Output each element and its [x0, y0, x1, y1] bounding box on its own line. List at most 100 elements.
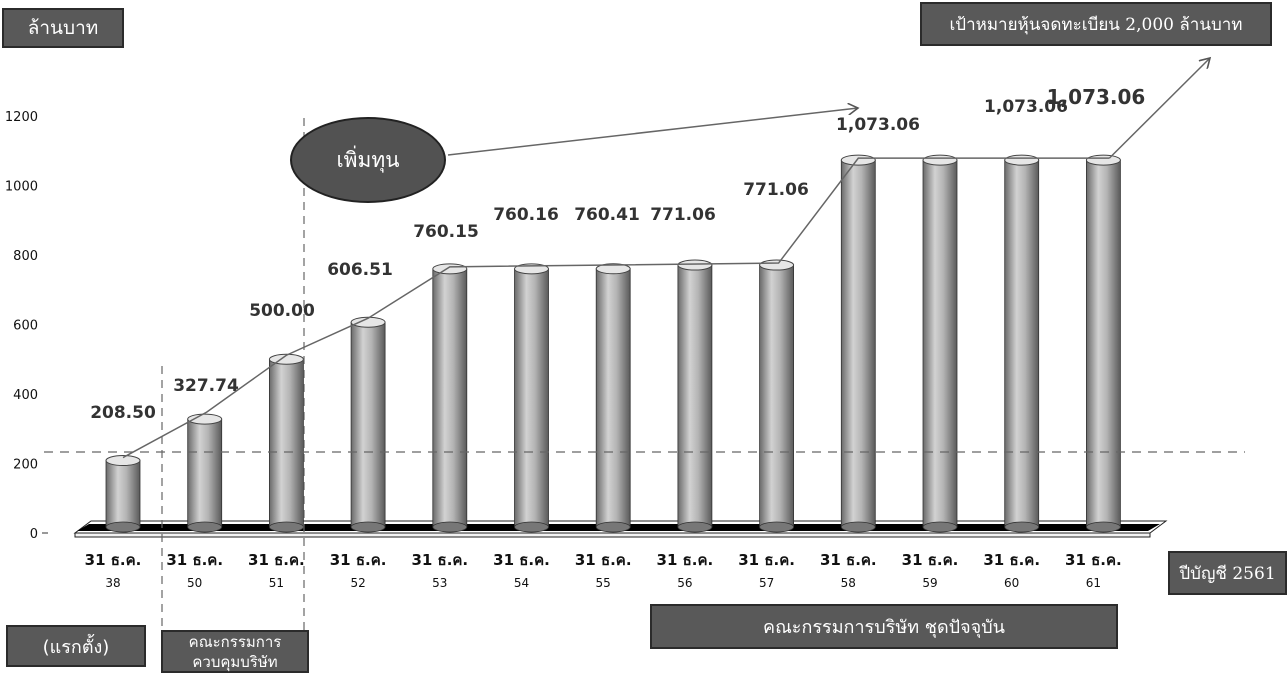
bar-cap	[922, 154, 958, 166]
data-label: 760.41	[574, 205, 640, 225]
bar	[268, 353, 304, 533]
x-tick-label-year: 59	[922, 576, 937, 590]
bar-body	[514, 268, 549, 528]
bar-body	[1086, 159, 1121, 528]
bar-body	[432, 268, 468, 528]
bar	[1004, 154, 1040, 533]
x-tick-label-year: 61	[1086, 576, 1101, 590]
x-tick-label-year: 56	[677, 576, 692, 590]
capital-trend-line	[122, 157, 1110, 459]
x-tick-label: 31 ธ.ค.	[1065, 551, 1122, 569]
bar	[840, 154, 876, 533]
bar-cap	[187, 413, 223, 425]
bar-body	[922, 159, 958, 528]
founding-label: (แรกตั้ง)	[6, 625, 146, 667]
bar-body	[677, 264, 713, 528]
bar-cap	[350, 316, 386, 328]
bar-body	[595, 268, 631, 528]
floor-front	[74, 532, 1151, 538]
bar	[187, 413, 223, 533]
data-label: 1,073.06	[836, 115, 920, 135]
x-tick-label-year: 38	[105, 576, 120, 590]
y-tick-label: 0	[30, 527, 38, 542]
bar	[922, 154, 958, 533]
y-tick-label: 200	[13, 458, 38, 473]
bar	[759, 259, 795, 533]
x-tick-label: 31 ธ.ค.	[166, 551, 223, 569]
supervisory-committee-label: คณะกรรมการ ควบคุมบริษัท	[161, 630, 309, 673]
bar-cap	[759, 259, 795, 271]
bar	[595, 263, 631, 533]
axis-layer: 0 200 400 600 800 1000 1200	[5, 110, 48, 542]
label-layer: 31 ธ.ค. 38 31 ธ.ค. 50 31 ธ.ค. 51 31 ธ.ค. 52 31 ธ…	[85, 85, 1146, 590]
data-label: 208.50	[90, 403, 156, 423]
increase-capital-oval: เพิ่มทุน	[290, 117, 446, 203]
data-label: 327.74	[173, 376, 239, 396]
x-tick-label-year: 54	[514, 576, 529, 590]
fiscal-year-label: ปีบัญชี 2561	[1168, 551, 1287, 595]
data-label: 606.51	[327, 260, 393, 280]
y-tick-label: 400	[13, 388, 38, 403]
bar-base	[350, 521, 386, 533]
x-tick-label: 31 ธ.ค.	[575, 551, 632, 569]
data-label: 771.06	[650, 205, 716, 225]
data-label: 1,073.06	[1047, 85, 1146, 109]
x-tick-label: 31 ธ.ค.	[820, 551, 877, 569]
data-label: 771.06	[743, 180, 809, 200]
increase-capital-arrow	[447, 108, 858, 156]
bar-cap	[677, 259, 713, 271]
x-tick-label-year: 51	[269, 576, 284, 590]
bar-base	[187, 521, 223, 533]
x-tick-label-year: 50	[187, 576, 202, 590]
y-tick-label: 1000	[5, 180, 38, 195]
bar-body	[840, 159, 876, 528]
bar-body	[187, 418, 223, 528]
x-tick-label-year: 58	[841, 576, 856, 590]
x-tick-label-year: 60	[1004, 576, 1019, 590]
bar-cap	[1004, 154, 1040, 166]
bar-body	[268, 358, 304, 528]
x-tick-label: 31 ธ.ค.	[411, 551, 468, 569]
x-tick-label-year: 55	[596, 576, 611, 590]
bar-base	[514, 521, 549, 533]
x-tick-label-year: 53	[432, 576, 447, 590]
y-tick-label: 600	[13, 319, 38, 334]
bar-cap	[105, 455, 141, 467]
bar-body	[1004, 159, 1040, 528]
bar-base	[595, 521, 631, 533]
bar-cap	[840, 154, 876, 166]
x-tick-label: 31 ธ.ค.	[85, 551, 142, 569]
bar-body	[759, 264, 794, 528]
bar-cap	[595, 263, 631, 275]
x-tick-label: 31 ธ.ค.	[902, 551, 959, 569]
data-label: 760.15	[413, 222, 479, 242]
bar-base	[1086, 521, 1121, 533]
y-tick-label: 1200	[5, 110, 38, 125]
trend-lines	[122, 58, 1210, 459]
bar-body	[350, 321, 386, 528]
bar-base	[268, 521, 304, 533]
bar	[677, 259, 713, 533]
bar	[105, 455, 141, 533]
x-tick-label-year: 52	[350, 576, 365, 590]
reference-lines	[44, 118, 1245, 650]
bar-cap	[432, 263, 468, 275]
bar-base	[840, 521, 876, 533]
x-tick-label: 31 ธ.ค.	[983, 551, 1040, 569]
bar-base	[105, 521, 141, 533]
x-tick-label-year: 57	[759, 576, 774, 590]
data-label: 500.00	[249, 301, 315, 321]
x-tick-label: 31 ธ.ค.	[738, 551, 795, 569]
bar-base	[432, 521, 468, 533]
bar-layer	[105, 154, 1121, 533]
x-tick-label: 31 ธ.ค.	[657, 551, 714, 569]
data-label: 760.16	[493, 205, 559, 225]
bar	[1085, 154, 1121, 533]
current-board-label: คณะกรรมการบริษัท ชุดปัจจุบัน	[650, 604, 1118, 649]
bar-base	[1004, 521, 1040, 533]
bar-body	[105, 460, 141, 528]
bar-cap	[1085, 154, 1121, 166]
data-label: 1,073.06	[984, 97, 1068, 117]
listed-target-label: เป้าหมายหุ้นจดทะเบียน 2,000 ล้านบาท	[920, 2, 1272, 46]
